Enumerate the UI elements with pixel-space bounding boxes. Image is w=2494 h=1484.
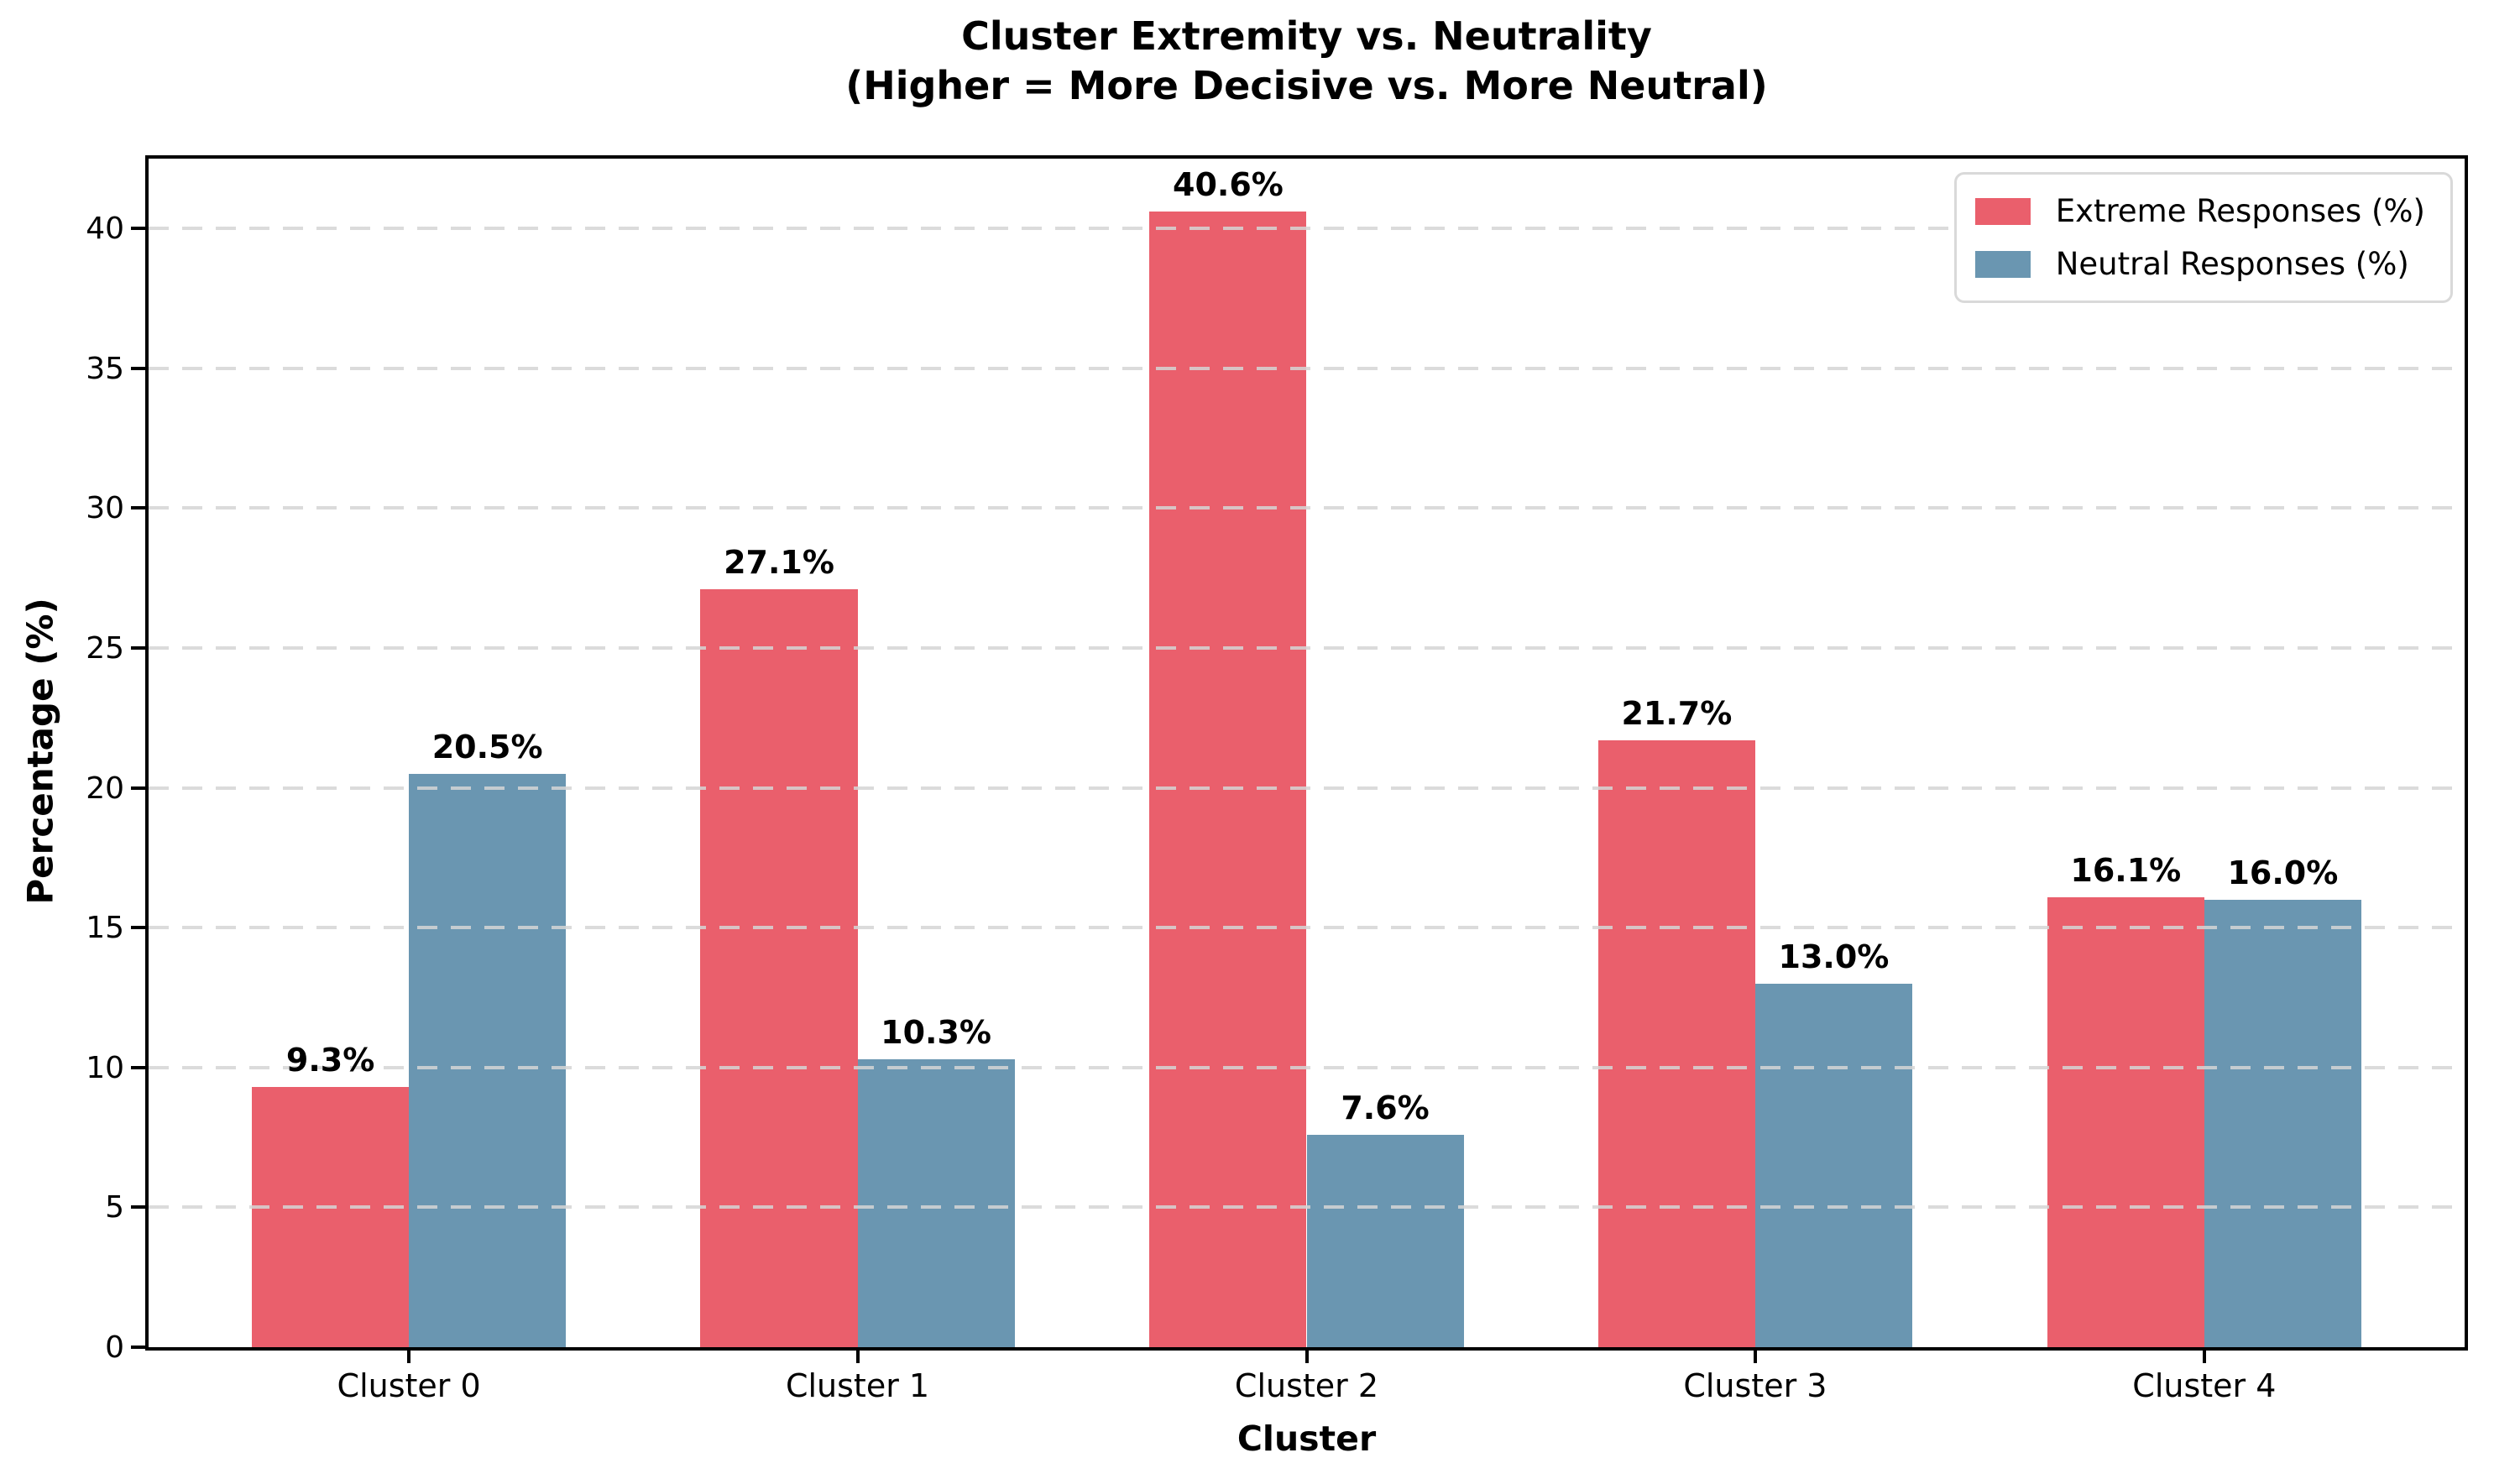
gridline-y-25 — [149, 646, 2465, 651]
y-tick-label-20: 20 — [86, 771, 124, 806]
bar-extreme-cluster-2 — [1149, 212, 1307, 1347]
bar-value-label-neutral-cluster-3: 13.0% — [1778, 938, 1890, 975]
y-tick-mark-5 — [131, 1205, 145, 1210]
x-tick-label-cluster-4: Cluster 4 — [2132, 1367, 2277, 1404]
gridline-y-30 — [149, 506, 2465, 510]
gridline-y-35 — [149, 366, 2465, 370]
bar-value-label-extreme-cluster-4: 16.1% — [2070, 851, 2182, 889]
y-tick-label-0: 0 — [105, 1330, 124, 1365]
legend-label-neutral: Neutral Responses (%) — [2055, 246, 2409, 282]
bar-value-label-neutral-cluster-4: 16.0% — [2227, 854, 2339, 891]
x-tick-mark-cluster-4 — [2202, 1351, 2206, 1363]
bar-value-label-neutral-cluster-0: 20.5% — [431, 729, 543, 766]
y-tick-mark-20 — [131, 786, 145, 790]
y-tick-mark-25 — [131, 646, 145, 651]
bar-extreme-cluster-1 — [700, 589, 858, 1347]
x-tick-label-cluster-3: Cluster 3 — [1683, 1367, 1827, 1404]
chart-title: Cluster Extremity vs. Neutrality (Higher… — [149, 12, 2465, 111]
y-tick-label-10: 10 — [86, 1050, 124, 1085]
legend-swatch-extreme — [1974, 197, 2031, 225]
x-tick-mark-cluster-3 — [1753, 1351, 1757, 1363]
bar-extreme-cluster-4 — [2047, 896, 2204, 1347]
x-tick-label-cluster-1: Cluster 1 — [785, 1367, 930, 1404]
legend-swatch-neutral — [1974, 250, 2031, 278]
x-axis-label: Cluster — [1237, 1419, 1377, 1459]
y-tick-mark-0 — [131, 1346, 145, 1349]
y-tick-label-15: 15 — [86, 911, 124, 946]
y-tick-mark-30 — [131, 506, 145, 510]
y-tick-label-30: 30 — [86, 491, 124, 526]
y-tick-mark-10 — [131, 1065, 145, 1069]
legend: Extreme Responses (%) Neutral Responses … — [1953, 172, 2453, 303]
bar-neutral-cluster-4 — [2204, 899, 2361, 1347]
bar-neutral-cluster-1 — [857, 1058, 1015, 1347]
x-tick-mark-cluster-1 — [855, 1351, 860, 1363]
y-tick-label-25: 25 — [86, 631, 124, 666]
y-tick-mark-15 — [131, 926, 145, 930]
chart-title-line1: Cluster Extremity vs. Neutrality — [961, 13, 1652, 59]
bar-value-label-neutral-cluster-2: 7.6% — [1341, 1089, 1430, 1126]
y-tick-label-40: 40 — [86, 212, 124, 247]
y-tick-label-35: 35 — [86, 351, 124, 386]
bar-extreme-cluster-0 — [252, 1087, 410, 1347]
x-tick-label-cluster-0: Cluster 0 — [337, 1367, 481, 1404]
bar-value-label-extreme-cluster-3: 21.7% — [1621, 695, 1733, 733]
x-tick-mark-cluster-2 — [1305, 1351, 1309, 1363]
chart-title-line2: (Higher = More Decisive vs. More Neutral… — [845, 62, 1768, 108]
bar-neutral-cluster-3 — [1754, 983, 1912, 1347]
bar-value-label-neutral-cluster-1: 10.3% — [881, 1013, 991, 1051]
bar-neutral-cluster-0 — [409, 774, 567, 1347]
x-tick-label-cluster-2: Cluster 2 — [1234, 1367, 1379, 1404]
legend-item-extreme: Extreme Responses (%) — [1974, 193, 2425, 229]
bar-neutral-cluster-2 — [1306, 1134, 1464, 1347]
bar-value-label-extreme-cluster-1: 27.1% — [724, 544, 834, 582]
legend-item-neutral: Neutral Responses (%) — [1974, 246, 2425, 282]
bar-value-label-extreme-cluster-2: 40.6% — [1173, 166, 1284, 204]
bar-value-label-extreme-cluster-0: 9.3% — [285, 1042, 375, 1079]
legend-label-extreme: Extreme Responses (%) — [2055, 193, 2425, 229]
x-tick-mark-cluster-0 — [407, 1351, 411, 1363]
plot-inner: Extreme Responses (%) Neutral Responses … — [149, 159, 2465, 1347]
y-tick-mark-40 — [131, 227, 145, 231]
y-tick-mark-35 — [131, 366, 145, 370]
plot-area: Extreme Responses (%) Neutral Responses … — [145, 155, 2468, 1351]
y-tick-label-5: 5 — [105, 1190, 124, 1225]
bar-extreme-cluster-3 — [1597, 740, 1755, 1347]
